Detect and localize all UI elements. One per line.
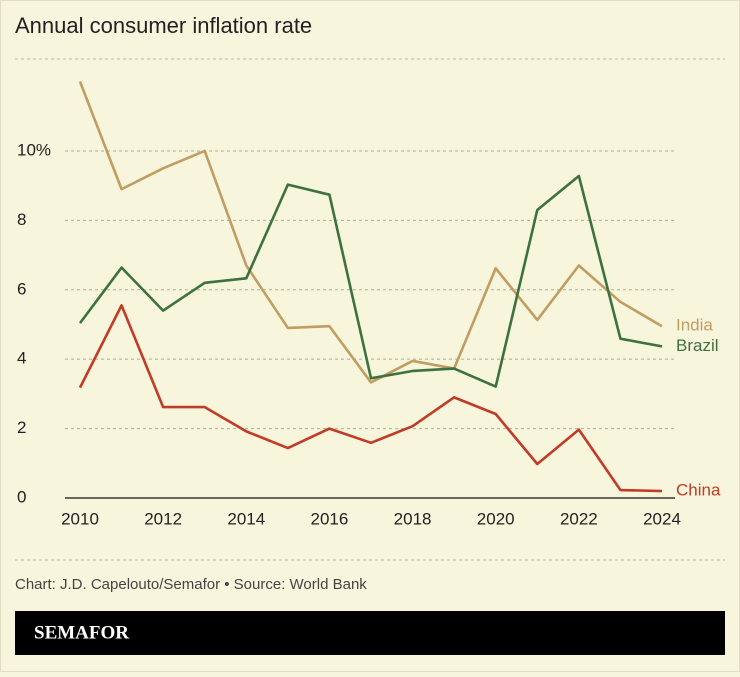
series-line bbox=[78, 174, 663, 388]
source: Chart: J.D. Capelouto/Semafor • Source: … bbox=[15, 576, 367, 593]
brand: SEMAFOR bbox=[34, 622, 129, 643]
x-tick-label: 2012 bbox=[144, 509, 182, 528]
brand-bar bbox=[15, 611, 725, 655]
y-tick-label: 2 bbox=[17, 418, 26, 437]
y-tick-label: 6 bbox=[17, 279, 26, 298]
series-label: Brazil bbox=[676, 336, 719, 355]
y-tick-label: 10% bbox=[17, 140, 51, 159]
y-tick-label: 4 bbox=[17, 349, 26, 368]
chart-title: Annual consumer inflation rate bbox=[15, 13, 312, 38]
y-tick-label: 0 bbox=[17, 487, 26, 506]
x-tick-label: 2024 bbox=[643, 509, 681, 528]
series-label: India bbox=[676, 316, 713, 335]
x-tick-label: 2020 bbox=[477, 509, 515, 528]
series-line bbox=[78, 304, 663, 493]
x-tick-label: 2018 bbox=[394, 509, 432, 528]
x-tick-label: 2014 bbox=[227, 509, 265, 528]
series-line bbox=[78, 81, 663, 384]
series-label: China bbox=[676, 481, 721, 500]
x-tick-label: 2010 bbox=[61, 509, 99, 528]
y-tick-label: 8 bbox=[17, 210, 26, 229]
x-tick-label: 2016 bbox=[311, 509, 349, 528]
x-tick-label: 2022 bbox=[560, 509, 598, 528]
